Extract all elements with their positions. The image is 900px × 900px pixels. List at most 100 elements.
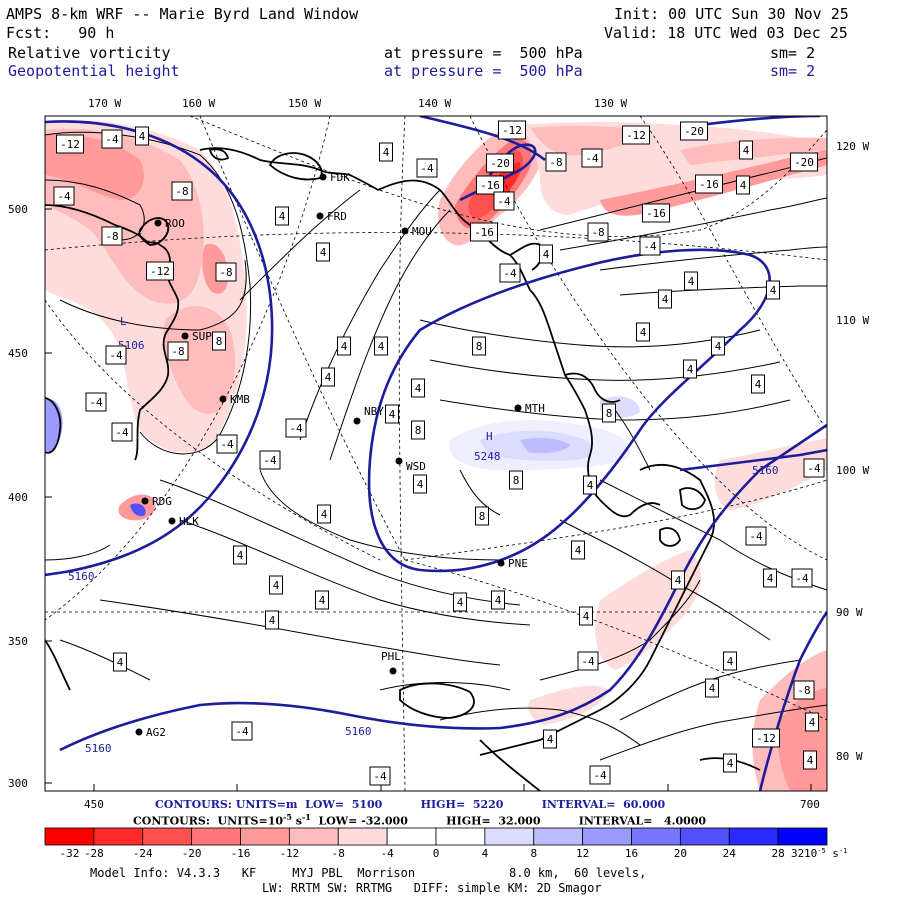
colorbar-tick-label: 4 xyxy=(482,847,489,860)
colorbar-swatch xyxy=(386,827,437,846)
vorticity-contour-label: -8 xyxy=(215,262,237,282)
vorticity-contour-label: -12 xyxy=(56,134,84,154)
svg-text:4: 4 xyxy=(727,655,734,668)
vorticity-contour-label: 4 xyxy=(723,651,737,671)
top-lon-label: 140 W xyxy=(418,97,451,110)
vorticity-contour-label: 4 xyxy=(658,289,672,309)
svg-text:-4: -4 xyxy=(420,162,434,175)
vorticity-contour-label: 4 xyxy=(683,359,697,379)
right-lon-label: 80 W xyxy=(836,750,863,763)
colorbar-swatch xyxy=(93,827,144,846)
svg-text:4: 4 xyxy=(543,248,550,261)
vorticity-contour-label: -8 xyxy=(167,341,189,361)
init-time: Init: 00 UTC Sun 30 Nov 25 xyxy=(614,5,849,23)
colorbar-tick-label: -4 xyxy=(381,847,395,860)
station-dot xyxy=(181,332,189,340)
right-lon-label: 100 W xyxy=(836,464,869,477)
vorticity-contour-info: CONTOURS: UNITS=10-5 s-1 LOW= -32.000 HI… xyxy=(133,812,707,828)
height-contours xyxy=(45,116,827,791)
svg-text:4: 4 xyxy=(807,754,814,767)
station-dot xyxy=(389,667,397,675)
svg-text:4: 4 xyxy=(320,246,327,259)
svg-text:4: 4 xyxy=(675,574,682,587)
field2-sm: sm= 2 xyxy=(770,62,816,80)
svg-text:4: 4 xyxy=(415,382,422,395)
svg-text:4: 4 xyxy=(495,594,502,607)
svg-text:4: 4 xyxy=(269,614,276,627)
vorticity-contour-label: 4 xyxy=(321,367,335,387)
svg-text:-4: -4 xyxy=(807,462,821,475)
colorbar-tick-label: 20 xyxy=(674,847,687,860)
colorbar-tick-label: 0 xyxy=(433,847,440,860)
svg-text:-4: -4 xyxy=(235,725,249,738)
right-lon-label: 120 W xyxy=(836,140,869,153)
height-label: 5160 xyxy=(68,570,95,583)
field2-name: Geopotential height xyxy=(8,62,180,80)
svg-text:-16: -16 xyxy=(646,207,666,220)
forecast-hour: Fcst: 90 h xyxy=(6,24,115,42)
svg-text:-16: -16 xyxy=(480,179,500,192)
vorticity-contour-label: -16 xyxy=(642,203,670,223)
station-label: NBY xyxy=(364,405,384,418)
station-label: MTH xyxy=(525,402,545,415)
svg-text:4: 4 xyxy=(727,757,734,770)
vorticity-contour-label: -8 xyxy=(101,226,123,246)
svg-text:4: 4 xyxy=(767,572,774,585)
top-lon-label: 170 W xyxy=(88,97,121,110)
height-label: 5248 xyxy=(474,450,501,463)
vorticity-contour-label: -12 xyxy=(752,728,780,748)
svg-text:4: 4 xyxy=(273,579,280,592)
vorticity-contour-label: -12 xyxy=(622,125,650,145)
colorbar-swatch xyxy=(44,827,95,846)
colorbar-swatch xyxy=(191,827,241,846)
vorticity-contour-label: 4 xyxy=(583,475,597,495)
vorticity-contour-label: 4 xyxy=(113,652,127,672)
svg-text:-4: -4 xyxy=(105,133,119,146)
graticule xyxy=(45,116,827,791)
svg-text:-12: -12 xyxy=(150,265,170,278)
high-center: H xyxy=(486,430,493,443)
vorticity-contour-label: 4 xyxy=(684,271,698,291)
station-dot xyxy=(316,212,324,220)
station-label: AG2 xyxy=(146,726,166,739)
vorticity-labels: -12 -4 4 -4 -8 -8 -12 -8 -8 8 -4 -4 -4 -4 -4 -4 4 4 4 4 4 4 -4… xyxy=(53,120,825,786)
svg-text:-16: -16 xyxy=(474,226,494,239)
vorticity-contour-label: -4 xyxy=(803,458,825,478)
svg-text:8: 8 xyxy=(479,510,486,523)
svg-text:4: 4 xyxy=(139,130,146,143)
station-dot xyxy=(168,517,176,525)
vorticity-contour-label: -4 xyxy=(285,418,307,438)
vorticity-contour-label: -8 xyxy=(171,181,193,201)
station-label: FRD xyxy=(327,210,347,223)
svg-text:-4: -4 xyxy=(115,426,129,439)
svg-text:8: 8 xyxy=(415,424,422,437)
vorticity-contour-label: -20 xyxy=(790,152,818,172)
svg-text:4: 4 xyxy=(117,656,124,669)
station-label: PHL xyxy=(381,650,401,663)
station-dot xyxy=(141,497,149,505)
field1-level: at pressure = 500 hPa xyxy=(384,44,583,62)
colorbar-swatch xyxy=(777,827,828,846)
vorticity-contour-label: 4 xyxy=(751,374,765,394)
low-center: L xyxy=(120,315,127,328)
colorbar-tick-label: -8 xyxy=(332,847,345,860)
vorticity-contour-label: -4 xyxy=(581,148,603,168)
vorticity-contour-label: -4 xyxy=(499,263,521,283)
station-label: RDG xyxy=(152,495,172,508)
svg-text:-8: -8 xyxy=(175,185,188,198)
map-title: AMPS 8-km WRF -- Marie Byrd Land Window xyxy=(6,5,359,23)
svg-text:4: 4 xyxy=(809,716,816,729)
svg-text:4: 4 xyxy=(547,733,554,746)
height-contour-info: CONTOURS: UNITS=m LOW= 5100 HIGH= 5220 I… xyxy=(155,798,666,811)
height-label: 5160 xyxy=(85,742,112,755)
station-dot xyxy=(514,404,522,412)
vorticity-contour-label: -20 xyxy=(486,153,514,173)
top-lon-label: 130 W xyxy=(594,97,627,110)
vorticity-contour-label: 4 xyxy=(275,206,289,226)
vorticity-contour-label: 4 xyxy=(453,592,467,612)
positive-vorticity-shading xyxy=(45,396,640,517)
colorbar-tick-label: -20 xyxy=(182,847,202,860)
vorticity-contour-label: 4 xyxy=(385,404,399,424)
svg-text:-4: -4 xyxy=(109,349,123,362)
bottom-x-label: 700 xyxy=(800,798,820,811)
